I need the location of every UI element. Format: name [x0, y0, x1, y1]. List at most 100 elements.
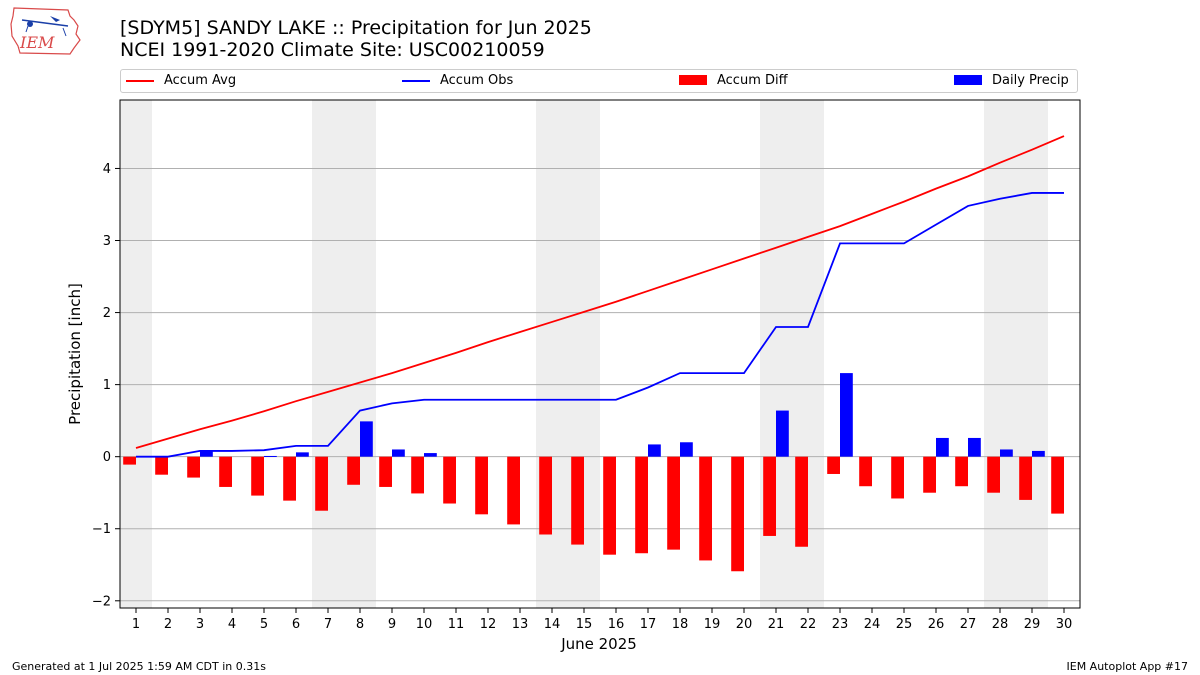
line-series: [135, 135, 1065, 458]
legend-swatch-accum-diff: [679, 75, 707, 85]
x-tick-label: 20: [736, 617, 753, 632]
accum-avg-line: [135, 135, 1065, 449]
accum-diff-bar-1: [123, 456, 136, 465]
chart-title-block: [SDYM5] SANDY LAKE :: Precipitation for …: [120, 17, 592, 61]
y-axis: −2 −1 0 1 2 3 4: [92, 162, 120, 609]
daily-precip-bar-29: [1032, 450, 1045, 457]
x-tick-label: 12: [480, 617, 497, 632]
y-tick-label: 3: [103, 234, 111, 249]
chart-subtitle: NCEI 1991-2020 Climate Site: USC00210059: [120, 39, 545, 61]
legend-label-accum-diff: Accum Diff: [717, 73, 788, 88]
accum-diff-bar-10: [411, 456, 424, 494]
y-tick-label: 2: [103, 306, 111, 321]
accum-diff-bar-5: [251, 456, 264, 496]
legend-label-daily-precip: Daily Precip: [992, 73, 1069, 88]
accum-diff-bar-26: [923, 456, 936, 493]
accum-diff-bar-23: [827, 456, 840, 474]
accum-diff-bar-29: [1019, 456, 1032, 500]
y-tick-label: −2: [92, 594, 111, 609]
x-tick-label: 3: [196, 617, 204, 632]
accum-diff-bar-14: [539, 456, 552, 535]
daily-precip-bar-26: [936, 437, 949, 457]
daily-precip-bar-10: [424, 453, 437, 457]
x-tick-label: 24: [864, 617, 881, 632]
y-tick-label: 4: [103, 162, 111, 177]
logo-text: IEM: [19, 33, 55, 52]
accum-diff-bar-8: [347, 456, 360, 485]
weekend-band-1: [312, 100, 376, 608]
x-tick-label: 2: [164, 617, 172, 632]
grid-lines: [120, 167, 1080, 602]
y-axis-label: Precipitation [inch]: [66, 283, 84, 425]
daily-precip-bar-18: [680, 442, 693, 457]
x-tick-label: 18: [672, 617, 689, 632]
weekend-band-0: [120, 100, 152, 608]
accum-diff-bar-18: [667, 456, 680, 550]
accum-diff-bar-2: [155, 456, 168, 475]
accum-diff-bar-3: [187, 456, 200, 478]
plot-frame: [119, 99, 1081, 609]
x-tick-label: 25: [896, 617, 913, 632]
x-tick-label: 5: [260, 617, 268, 632]
x-tick-label: 4: [228, 617, 236, 632]
x-tick-label: 19: [704, 617, 721, 632]
accum-diff-bar-28: [987, 456, 1000, 493]
x-tick-label: 27: [960, 617, 977, 632]
legend-label-accum-obs: Accum Obs: [440, 73, 514, 88]
accum-diff-bar-16: [603, 456, 616, 555]
x-tick-label: 11: [448, 617, 465, 632]
x-tick-label: 14: [544, 617, 561, 632]
accum-diff-bar-9: [379, 456, 392, 487]
y-tick-label: −1: [92, 522, 111, 537]
x-tick-label: 10: [416, 617, 433, 632]
x-tick-label: 9: [388, 617, 396, 632]
x-tick-label: 29: [1024, 617, 1041, 632]
x-tick-label: 1: [132, 617, 140, 632]
accum-diff-bar-30: [1051, 456, 1064, 514]
x-tick-label: 22: [800, 617, 817, 632]
daily-precip-bar-8: [360, 421, 373, 457]
x-tick-label: 30: [1056, 617, 1073, 632]
legend-swatch-accum-avg: [126, 80, 154, 82]
accum-diff-bar-20: [731, 456, 744, 572]
accum-diff-bar-21: [763, 456, 776, 536]
x-tick-label: 16: [608, 617, 625, 632]
daily-precip-bar-3: [200, 450, 213, 457]
accum-diff-bar-7: [315, 456, 328, 511]
x-tick-label: 15: [576, 617, 593, 632]
iem-logo: IEM: [8, 6, 82, 60]
daily-precip-bar-6: [296, 452, 309, 457]
weekend-shading: [120, 100, 1048, 608]
daily-precip-bar-5: [264, 455, 277, 457]
y-tick-label: 0: [103, 450, 111, 465]
accum-diff-bar-11: [443, 456, 456, 504]
x-axis: 1 2 3 4 5 6 7 8 9 10 11 12 13 14 15 16 17 18 19 20 21 22 23 24 2…: [132, 608, 1072, 632]
accum-diff-bar-22: [795, 456, 808, 547]
footer-generated: Generated at 1 Jul 2025 1:59 AM CDT in 0…: [12, 660, 266, 673]
accum-diff-bar-25: [891, 456, 904, 499]
daily-precip-bar-21: [776, 410, 789, 457]
x-tick-label: 7: [324, 617, 332, 632]
daily-precip-bar-9: [392, 449, 405, 457]
x-tick-label: 28: [992, 617, 1009, 632]
daily-precip-bar-27: [968, 437, 981, 457]
weekend-band-4: [984, 100, 1048, 608]
x-tick-label: 17: [640, 617, 657, 632]
accum-diff-bar-6: [283, 456, 296, 501]
x-tick-label: 23: [832, 617, 849, 632]
accum-diff-bar-24: [859, 456, 872, 487]
legend-swatch-daily-precip: [954, 75, 982, 85]
legend-label-accum-avg: Accum Avg: [164, 73, 237, 88]
daily-precip-bar-23: [840, 373, 853, 457]
daily-precip-bar-17: [648, 444, 661, 457]
y-tick-label: 1: [103, 378, 111, 393]
footer-app: IEM Autoplot App #17: [1066, 660, 1189, 673]
legend-swatch-accum-obs: [402, 80, 430, 82]
chart-legend: Accum Avg Accum Obs Accum Diff Daily Pre…: [120, 69, 1078, 93]
bar-series: [123, 373, 1064, 572]
x-tick-label: 8: [356, 617, 364, 632]
x-tick-label: 21: [768, 617, 785, 632]
accum-diff-bar-27: [955, 456, 968, 487]
accum-diff-bar-17: [635, 456, 648, 554]
